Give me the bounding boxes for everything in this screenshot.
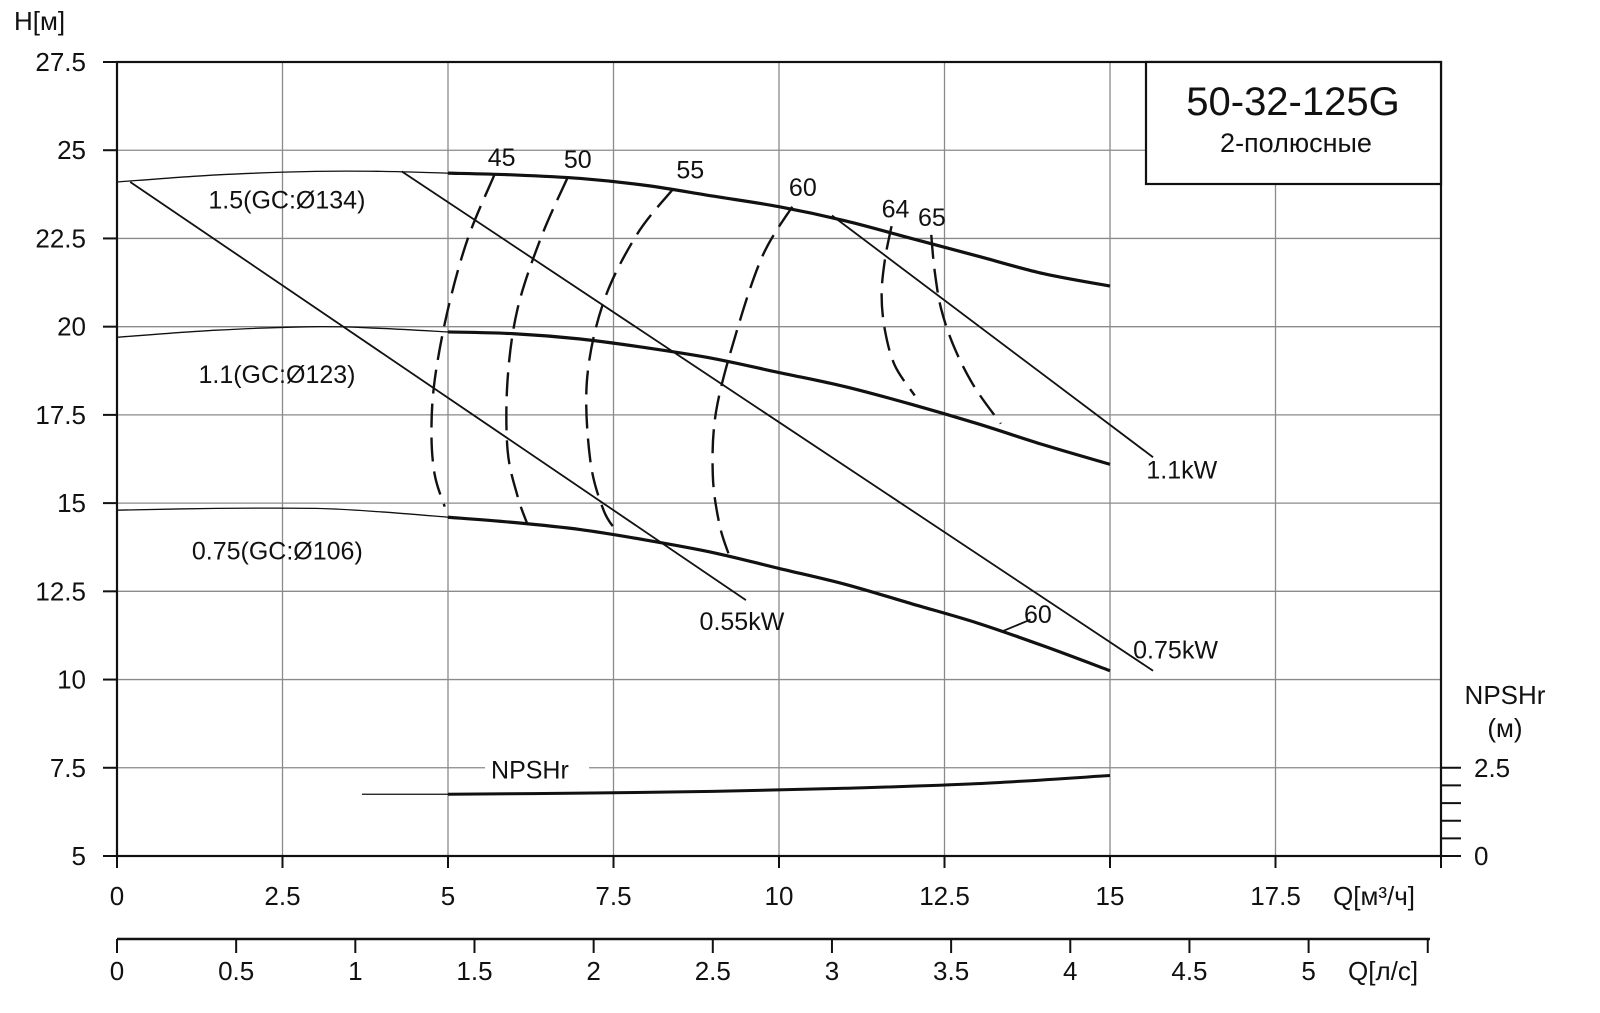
y-tick-label: 22.5: [35, 223, 86, 253]
head-curve: [447, 171, 1111, 288]
head-curve: [447, 330, 1111, 466]
head-curve-label: 0.75(GC:Ø106): [192, 538, 363, 566]
x2-tick-label: 4: [1063, 956, 1077, 986]
y-tick-label: 27.5: [35, 47, 86, 77]
y-axis-title: H[м]: [14, 6, 65, 36]
y-tick-label: 5: [72, 841, 86, 871]
x-tick-label: 7.5: [595, 881, 631, 911]
efficiency-label: 45: [488, 144, 516, 172]
labels: 1.5(GC:Ø134) 1.1(GC:Ø123) 0.75(GC:Ø106) 0.5…: [192, 144, 1218, 787]
power-line-label: 0.55kW: [700, 608, 785, 636]
chart-title: 50-32-125G: [1186, 80, 1399, 124]
efficiency-label: 55: [676, 156, 704, 184]
model-title-box: 50-32-125G 2-полюсные: [1144, 60, 1443, 186]
efficiency-line: [430, 174, 496, 508]
x-tick-label: 15: [1096, 881, 1125, 911]
npshr-label-background: [485, 756, 590, 787]
x2-tick-label: 1: [348, 956, 362, 986]
x-tick-label: 17.5: [1250, 881, 1301, 911]
y2-tick-label: 2.5: [1474, 753, 1510, 783]
y-tick-label: 12.5: [35, 576, 86, 606]
npshr-label: NPSHr: [491, 756, 569, 784]
efficiency-label: 60: [1024, 601, 1052, 629]
efficiency-line: [930, 234, 1002, 425]
x2-tick-label: 0: [110, 956, 124, 986]
grid: [117, 62, 1441, 856]
y-tick-label: 25: [57, 135, 86, 165]
x2-axis-title: Q[л/с]: [1348, 956, 1418, 986]
curves: [116, 170, 1154, 796]
efficiency-label: 64: [882, 195, 910, 223]
x2-tick-label: 5: [1301, 956, 1315, 986]
x2-tick-label: 4.5: [1171, 956, 1207, 986]
efficiency-label: 65: [918, 204, 946, 232]
x2-tick-label: 0.5: [218, 956, 254, 986]
y2-axis-title-line1: NPSHr: [1465, 680, 1546, 710]
efficiency-line: [505, 177, 569, 525]
x2-tick-label: 1.5: [456, 956, 492, 986]
x-tick-label: 12.5: [919, 881, 970, 911]
x-tick-label: 2.5: [264, 881, 300, 911]
head-curve-extension: [116, 325, 449, 338]
head-curve-extension: [116, 170, 449, 183]
power-line-label: 1.1kW: [1146, 456, 1217, 484]
power-line: [831, 214, 1154, 458]
x2-tick-label: 3: [825, 956, 839, 986]
y-tick-label: 7.5: [50, 753, 86, 783]
head-curve-extension: [116, 507, 449, 518]
head-curve: [447, 515, 1111, 673]
x-tick-label: 0: [110, 881, 124, 911]
x2-tick-label: 2.5: [695, 956, 731, 986]
x-axis-title: Q[м³/ч]: [1333, 881, 1415, 911]
head-curve-label: 1.1(GC:Ø123): [198, 361, 355, 389]
y-tick-label: 17.5: [35, 400, 86, 430]
npshr-curve: [447, 774, 1111, 796]
efficiency-label: 50: [564, 146, 592, 174]
efficiency-line: [711, 206, 794, 557]
efficiency-label: 60: [789, 174, 817, 202]
head-curve-label: 1.5(GC:Ø134): [208, 186, 365, 214]
efficiency-line: [1000, 618, 1031, 633]
power-line: [129, 181, 747, 601]
power-line-label: 0.75kW: [1133, 636, 1218, 664]
x2-tick-label: 3.5: [933, 956, 969, 986]
y2-axis-title-line2: (м): [1487, 713, 1522, 743]
x-tick-label: 10: [765, 881, 794, 911]
y-tick-label: 15: [57, 488, 86, 518]
efficiency-line: [585, 188, 675, 533]
x2-tick-label: 2: [586, 956, 600, 986]
y-tick-label: 10: [57, 665, 86, 695]
y-tick-label: 20: [57, 312, 86, 342]
chart-subtitle: 2-полюсные: [1220, 128, 1372, 158]
x-tick-label: 5: [441, 881, 455, 911]
power-line: [401, 170, 1154, 672]
y2-tick-label: 0: [1474, 841, 1488, 871]
efficiency-line: [880, 225, 916, 397]
